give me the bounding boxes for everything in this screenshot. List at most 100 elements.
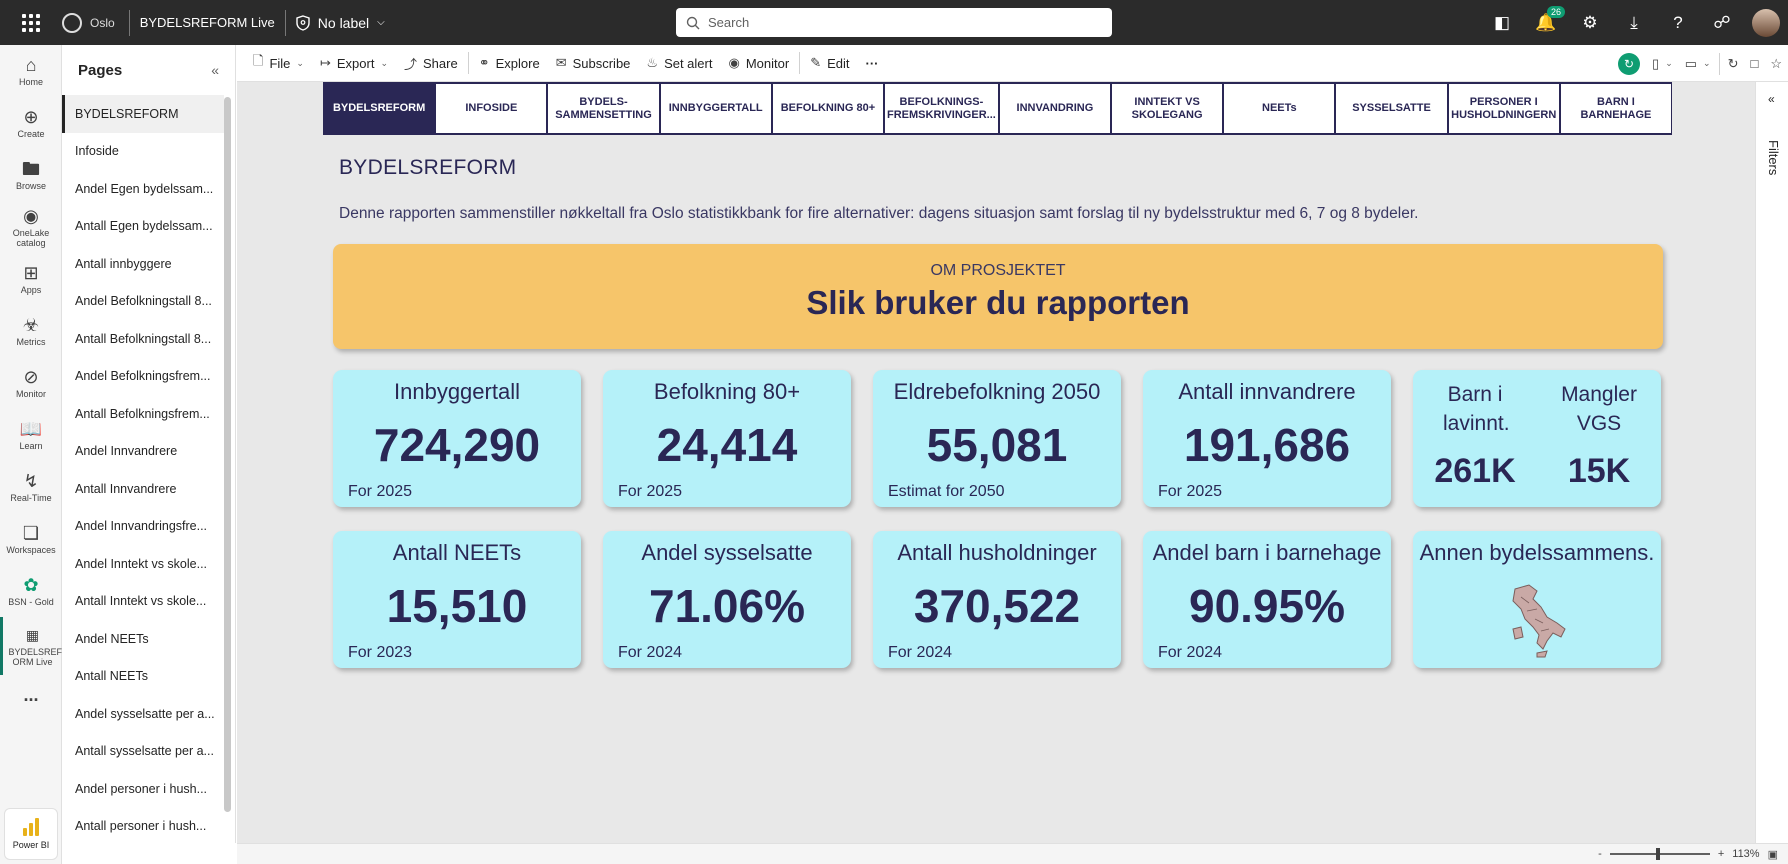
report-tab[interactable]: INNVANDRING <box>998 82 1112 135</box>
more-options-button[interactable]: ··· <box>858 45 887 82</box>
report-tab[interactable]: BEFOLKNING 80+ <box>771 82 885 135</box>
kpi-card-eldrebefolkning-2050[interactable]: Eldrebefolkning 2050 55,081 Estimat for … <box>873 370 1121 507</box>
report-tab[interactable]: INNBYGGERTALL <box>659 82 772 135</box>
powerbi-switcher[interactable]: Power BI <box>4 808 58 860</box>
page-list-item[interactable]: Infoside <box>75 144 119 159</box>
explore-button[interactable]: ⚭ Explore <box>478 55 540 71</box>
page-list-item[interactable]: Andel Befolkningsfrem... <box>75 369 211 384</box>
set-alert-button[interactable]: ♨ Set alert <box>646 55 713 71</box>
page-list-item[interactable]: Andel Innvandrere <box>75 444 178 459</box>
notifications-button[interactable]: 🔔 26 <box>1524 0 1568 45</box>
report-tab[interactable]: BARN I BARNEHAGE <box>1559 82 1673 135</box>
page-list-item[interactable]: Antall Inntekt vs skole... <box>75 594 207 609</box>
sensitivity-label-button[interactable]: No label ⌵ <box>286 15 385 31</box>
expand-filters-icon[interactable]: « <box>1768 92 1775 106</box>
org-logo-icon <box>62 12 82 33</box>
zoom-in-button[interactable]: + <box>1717 848 1725 860</box>
bell-icon: ♨ <box>646 55 659 70</box>
zoom-slider[interactable] <box>1609 848 1710 860</box>
download-button[interactable]: ⤓ <box>1612 0 1656 45</box>
kpi-title: Annen bydelssammens. <box>1419 540 1655 565</box>
report-tab[interactable]: BYDELS- SAMMENSETTING <box>547 82 660 135</box>
rail-item-current-report[interactable]: ▦ BYDELSREF ORM Live <box>0 617 62 675</box>
fit-page-icon[interactable]: ▣ <box>1767 848 1778 861</box>
panel-toggle-button[interactable]: ◧ <box>1480 0 1524 45</box>
favorite-button[interactable]: ☆ <box>1764 45 1788 82</box>
rail-item-learn[interactable]: 📖 Learn <box>19 418 43 451</box>
avatar[interactable] <box>1752 8 1780 37</box>
search-input[interactable]: Search <box>676 8 1112 37</box>
page-list-item[interactable]: Andel personer i hush... <box>75 781 208 796</box>
kpi-card-andel-sysselsatte[interactable]: Andel sysselsatte 71.06% For 2024 <box>603 531 851 668</box>
page-list-item[interactable]: Antall Befolkningsfrem... <box>75 406 210 421</box>
refresh-button[interactable]: ↻ <box>1722 45 1745 82</box>
report-tab[interactable]: INFOSIDE <box>435 82 548 135</box>
report-tab[interactable]: BEFOLKNINGS- FREMSKRIVINGER... <box>884 82 999 135</box>
help-button[interactable]: ? <box>1656 0 1700 45</box>
refresh-status-button[interactable]: ↻ <box>1612 45 1646 82</box>
page-list-item[interactable]: BYDELSREFORM <box>62 95 224 133</box>
page-list-item[interactable]: Antall personer i hush... <box>75 819 207 834</box>
page-list-item[interactable]: Antall sysselsatte per a... <box>75 744 214 759</box>
zoom-out-button[interactable]: - <box>1598 848 1602 860</box>
kpi-card-andel-barn-barnehage[interactable]: Andel barn i barnehage 90.95% For 2024 <box>1143 531 1391 668</box>
map-icon <box>1512 584 1566 658</box>
kpi-card-antall-innvandrere[interactable]: Antall innvandrere 191,686 For 2025 <box>1143 370 1391 507</box>
collapse-pages-icon[interactable]: « <box>211 62 219 78</box>
kpi-card-befolkning-80[interactable]: Befolkning 80+ 24,414 For 2025 <box>603 370 851 507</box>
rail-item-monitor[interactable]: ⊘ Monitor <box>15 366 46 399</box>
rail-item-home[interactable]: ⌂ Home <box>18 54 43 87</box>
kpi-card-antall-husholdninger[interactable]: Antall husholdninger 370,522 For 2024 <box>873 531 1121 668</box>
rail-item-bsn-gold[interactable]: ✿ BSN - Gold <box>8 574 54 607</box>
rail-item-metrics[interactable]: ☣ Metrics <box>16 314 46 347</box>
page-list-item[interactable]: Andel NEETs <box>75 631 149 646</box>
subscribe-button[interactable]: ✉ Subscribe <box>555 55 631 71</box>
page-list-item[interactable]: Antall Egen bydelssam... <box>75 219 213 234</box>
org-brand[interactable]: Oslo <box>62 9 130 36</box>
search-icon <box>686 16 700 29</box>
report-tab[interactable]: BYDELSREFORM <box>323 82 436 135</box>
page-list-item[interactable]: Antall Innvandrere <box>75 481 177 496</box>
export-menu-button[interactable]: ↦ Export ⌄ <box>319 55 388 71</box>
share-feedback-button[interactable]: ☍ <box>1700 0 1744 45</box>
report-tab[interactable]: SYSSELSATTE <box>1335 82 1448 135</box>
rail-item-create[interactable]: ⊕ Create <box>17 106 45 139</box>
comment-button[interactable]: □ <box>1744 45 1764 82</box>
report-tab[interactable]: NEETs <box>1223 82 1336 135</box>
app-launcher-button[interactable] <box>0 0 62 45</box>
page-list-item[interactable]: Andel Egen bydelssam... <box>75 181 214 196</box>
zoom-slider-thumb[interactable] <box>1655 848 1660 860</box>
report-tab[interactable]: PERSONER I HUSHOLDNINGERN <box>1447 82 1560 135</box>
rail-item-workspaces[interactable]: ❏ Workspaces <box>6 522 56 555</box>
settings-button[interactable]: ⚙ <box>1568 0 1612 45</box>
page-list-item[interactable]: Andel Innvandringsfre... <box>75 519 208 534</box>
view-button[interactable]: ▭ ⌄ <box>1679 45 1717 82</box>
page-list-item[interactable]: Antall innbyggere <box>75 256 172 271</box>
kpi-card-annen-bydelssammensetning[interactable]: Annen bydelssammens. <box>1413 531 1661 668</box>
kpi-card-barn-vgs[interactable]: Barn i lavinnt. 261K Mangler VGS 15K <box>1413 370 1661 507</box>
page-list-item[interactable]: Antall Befolkningstall 8... <box>75 331 212 346</box>
page-list-item[interactable]: Antall NEETs <box>75 669 148 684</box>
kpi-card-antall-neets[interactable]: Antall NEETs 15,510 For 2023 <box>333 531 581 668</box>
bookmark-button[interactable]: ▯ ⌄ <box>1646 45 1679 82</box>
report-icon: ▦ <box>25 626 40 643</box>
edit-button[interactable]: ✎ Edit <box>810 55 850 71</box>
page-list-item[interactable]: Andel Inntekt vs skole... <box>75 556 208 571</box>
about-project-banner[interactable]: OM PROSJEKTET Slik bruker du rapporten <box>333 244 1663 349</box>
rail-more-button[interactable]: ... <box>0 675 62 715</box>
rail-item-onelake-catalog[interactable]: ◉ OneLake catalog <box>12 205 50 248</box>
rail-item-real-time[interactable]: ↯ Real-Time <box>10 470 52 503</box>
pages-scrollbar[interactable] <box>224 97 231 812</box>
kpi-card-innbyggertall[interactable]: Innbyggertall 724,290 For 2025 <box>333 370 581 507</box>
share-button[interactable]: ⤴ Share <box>403 55 458 72</box>
page-list-item[interactable]: Andel Befolkningstall 8... <box>75 294 212 309</box>
rail-item-apps[interactable]: ⊞ Apps <box>20 262 42 295</box>
file-menu-button[interactable]: 🗋 File ⌄ <box>245 45 312 82</box>
kpi-value: 90.95% <box>1188 580 1345 632</box>
report-title[interactable]: BYDELSREFORM Live <box>130 9 286 36</box>
monitor-button[interactable]: ◉ Monitor <box>728 55 790 71</box>
rail-item-browse[interactable]: 🖿 Browse <box>15 158 46 191</box>
report-tab[interactable]: INNTEKT VS SKOLEGANG <box>1111 82 1224 135</box>
page-list-item[interactable]: Andel sysselsatte per a... <box>75 706 215 721</box>
filters-pane[interactable]: « Filters <box>1755 82 1788 843</box>
